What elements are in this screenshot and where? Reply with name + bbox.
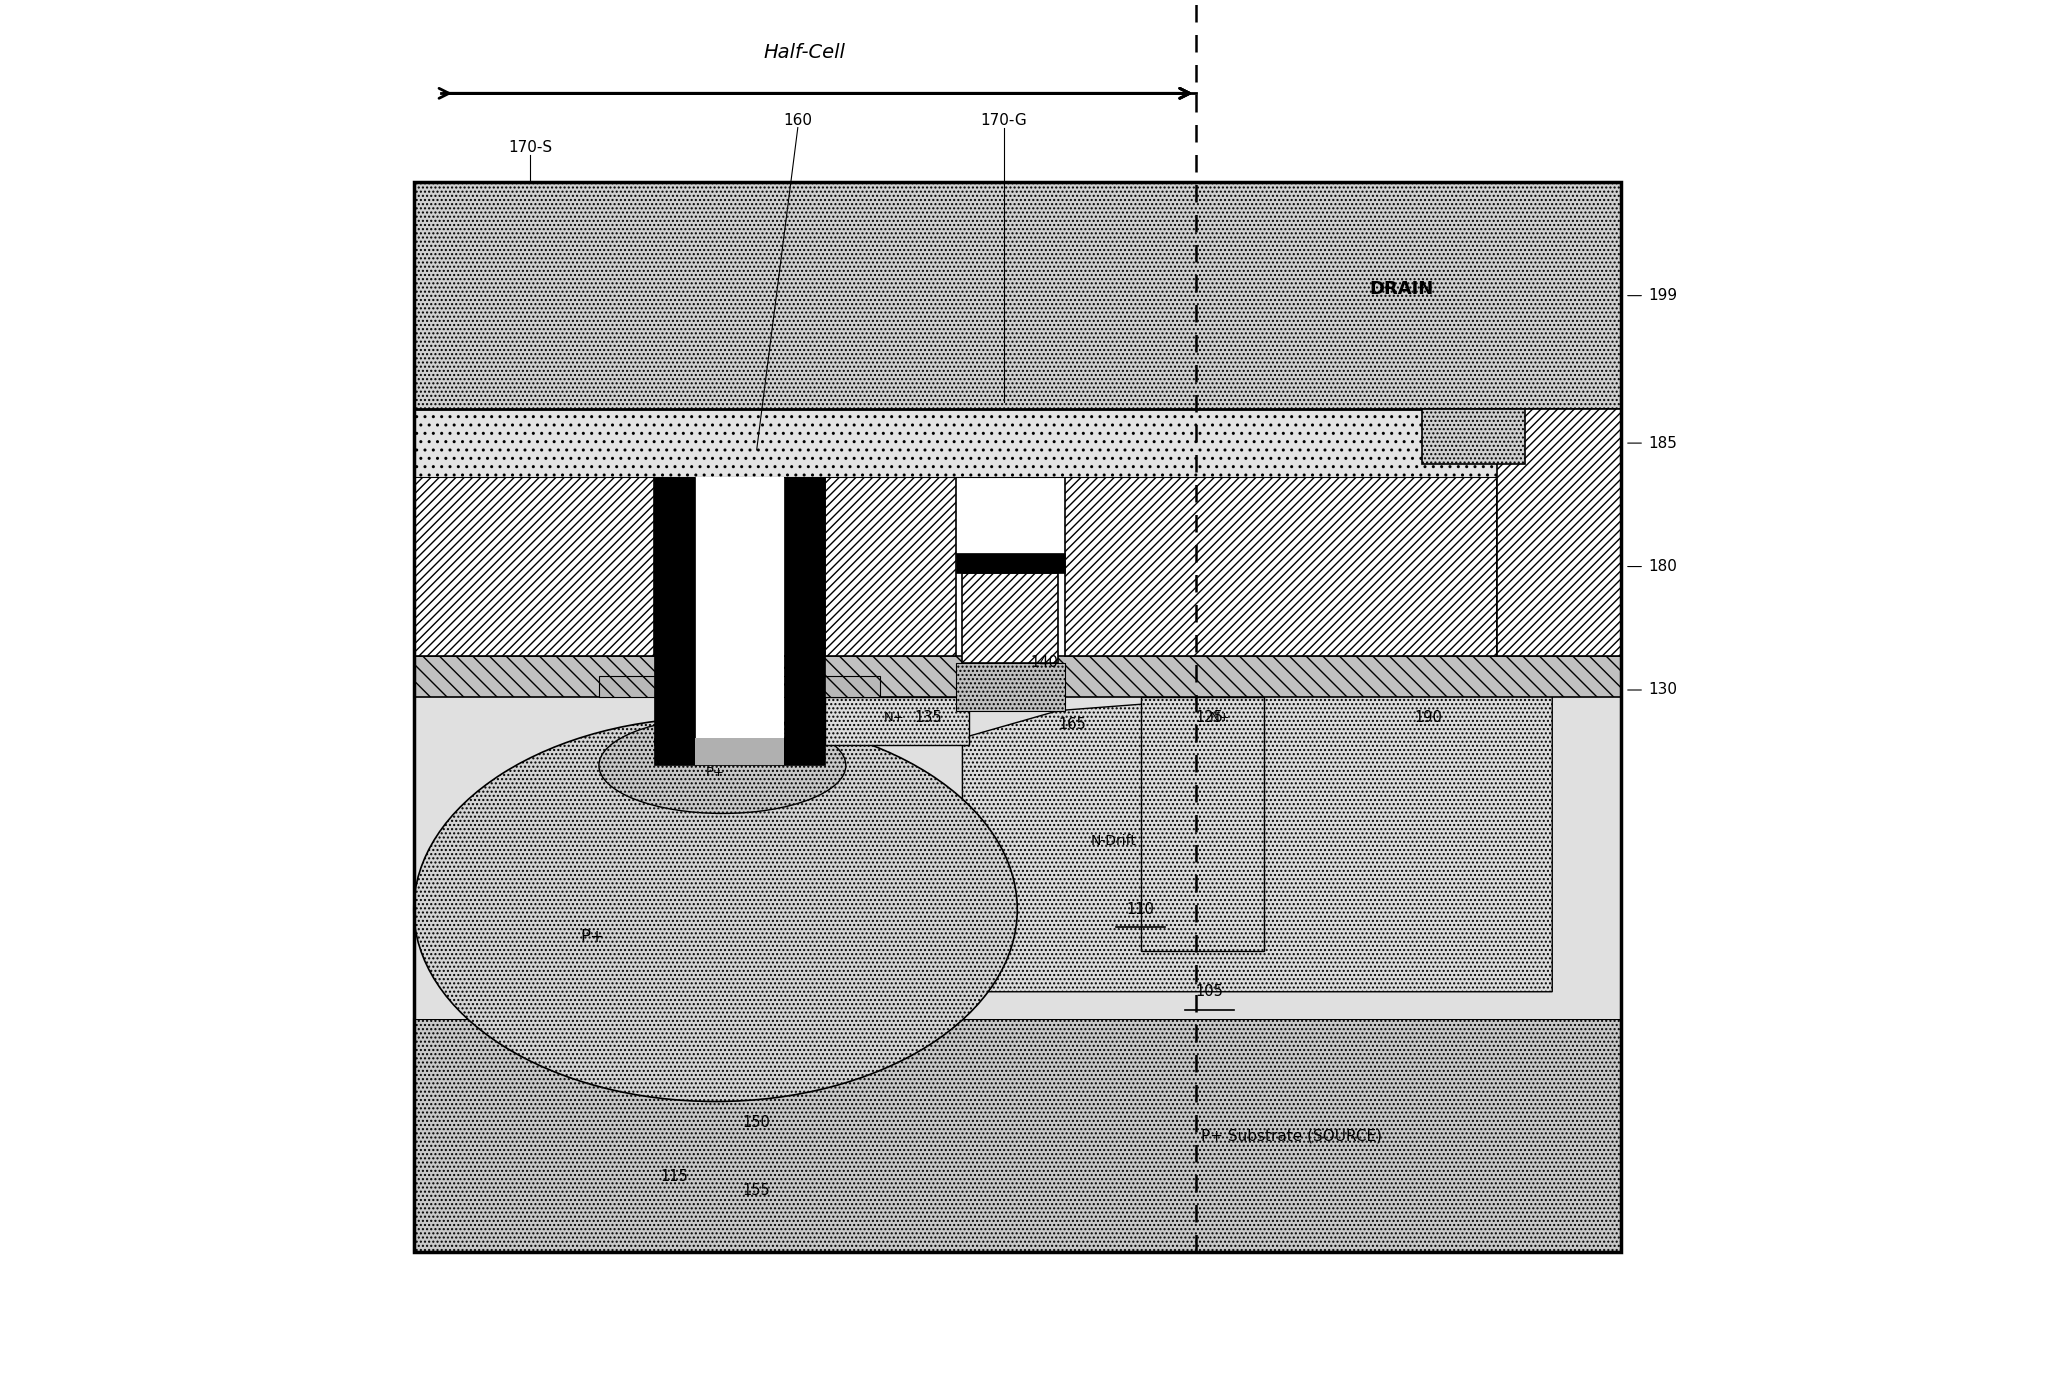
Text: 150: 150 bbox=[742, 1115, 771, 1130]
Bar bbox=[825, 697, 969, 745]
Bar bbox=[1066, 477, 1497, 656]
Text: 185: 185 bbox=[1648, 436, 1676, 451]
Bar bbox=[695, 477, 784, 745]
Text: 170-S: 170-S bbox=[507, 139, 553, 155]
Ellipse shape bbox=[414, 718, 1017, 1101]
Text: 110: 110 bbox=[1126, 903, 1155, 916]
Bar bbox=[414, 182, 1621, 1253]
Text: N-Drift: N-Drift bbox=[1091, 834, 1136, 847]
Bar bbox=[598, 676, 880, 697]
Bar bbox=[414, 477, 654, 656]
Bar bbox=[1497, 408, 1621, 656]
Text: Half-Cell: Half-Cell bbox=[763, 43, 845, 62]
Text: 180: 180 bbox=[1648, 559, 1676, 574]
Text: 135: 135 bbox=[913, 709, 942, 725]
Text: P+: P+ bbox=[579, 927, 604, 945]
Bar bbox=[1423, 408, 1524, 464]
Text: 140: 140 bbox=[1031, 656, 1058, 671]
Bar bbox=[414, 408, 1497, 477]
Text: DRAIN: DRAIN bbox=[1369, 280, 1433, 298]
Bar bbox=[1497, 477, 1621, 656]
Text: 115: 115 bbox=[660, 1169, 689, 1184]
Bar bbox=[695, 738, 784, 766]
Text: 199: 199 bbox=[1648, 288, 1676, 304]
Text: N+: N+ bbox=[883, 711, 905, 724]
Bar bbox=[414, 1020, 1621, 1253]
Text: 160: 160 bbox=[784, 113, 812, 127]
Text: 130: 130 bbox=[1648, 683, 1676, 697]
Bar bbox=[414, 697, 1621, 1020]
Bar bbox=[963, 574, 1058, 662]
Polygon shape bbox=[414, 477, 654, 656]
Text: P+: P+ bbox=[705, 766, 726, 778]
Text: 105: 105 bbox=[1196, 984, 1223, 999]
Bar bbox=[955, 553, 1066, 574]
Text: 170-G: 170-G bbox=[979, 113, 1027, 127]
Text: P+ Substrate (SOURCE): P+ Substrate (SOURCE) bbox=[1202, 1129, 1382, 1143]
Text: N+: N+ bbox=[1208, 711, 1231, 724]
Text: 155: 155 bbox=[742, 1183, 771, 1198]
Bar bbox=[784, 477, 825, 745]
Bar bbox=[695, 477, 784, 656]
Text: 125: 125 bbox=[1196, 709, 1223, 725]
Ellipse shape bbox=[598, 718, 845, 813]
Bar bbox=[695, 477, 784, 656]
Bar bbox=[414, 182, 1621, 408]
Bar bbox=[654, 477, 695, 745]
Polygon shape bbox=[1140, 697, 1264, 951]
Bar bbox=[825, 477, 955, 656]
Text: 190: 190 bbox=[1415, 709, 1443, 725]
Bar bbox=[654, 738, 825, 766]
Polygon shape bbox=[963, 662, 1553, 992]
Text: 165: 165 bbox=[1058, 716, 1087, 731]
Bar bbox=[414, 656, 1621, 697]
Bar bbox=[955, 662, 1066, 711]
